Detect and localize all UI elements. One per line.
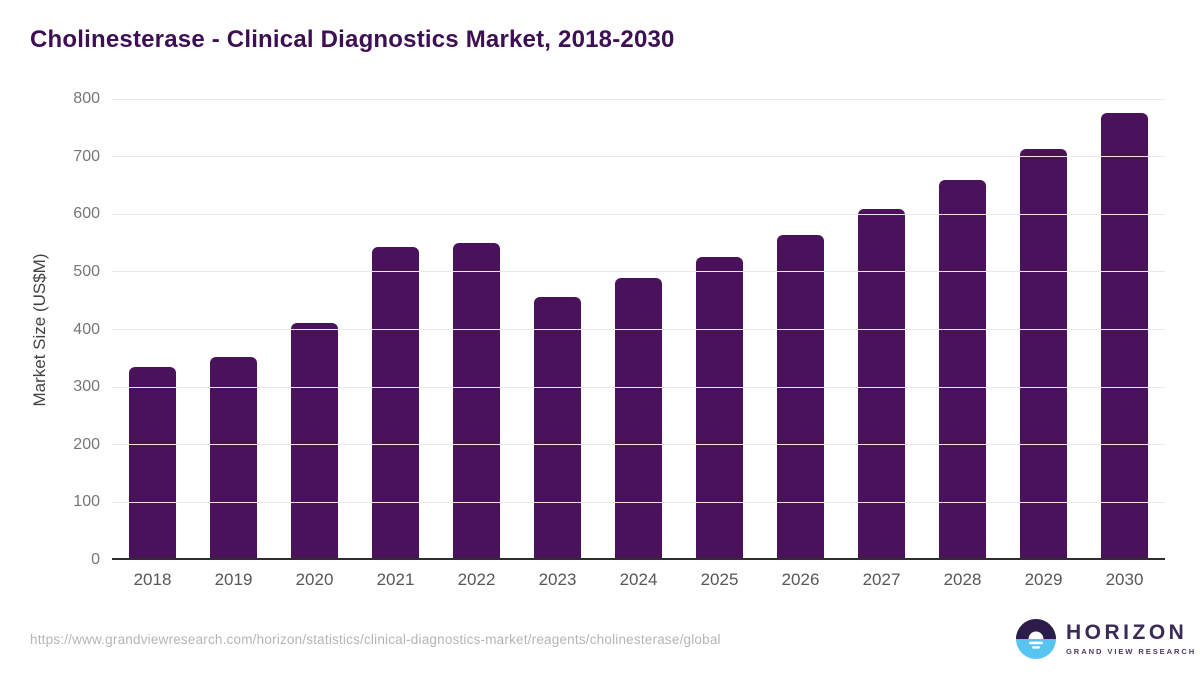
logo-name: HORIZON [1066, 621, 1188, 645]
bar-slot-2023 [517, 99, 598, 560]
x-tick-label-2021: 2021 [376, 570, 415, 589]
x-tick-label-2028: 2028 [943, 570, 982, 589]
bar-2024 [615, 278, 662, 560]
y-tick-label-700: 700 [73, 147, 100, 165]
y-axis-label: Market Size (US$M) [30, 253, 49, 407]
source-url: https://www.grandviewresearch.com/horizo… [30, 632, 721, 647]
y-tick-label-200: 200 [73, 435, 100, 453]
gridline-100 [112, 501, 1165, 503]
bar-slot-2018 [112, 99, 193, 560]
bar-2030 [1101, 113, 1148, 560]
bar-slot-2019 [193, 99, 274, 560]
x-tick-label-2020: 2020 [295, 570, 334, 589]
y-tick-label-300: 300 [73, 378, 100, 396]
bar-2020 [291, 323, 338, 560]
bar-2022 [453, 242, 500, 560]
bar-slot-2029 [1003, 99, 1084, 560]
bar-2026 [777, 235, 824, 560]
bar-2029 [1020, 148, 1067, 560]
x-tick-label-2018: 2018 [133, 570, 172, 589]
gridline-400 [112, 329, 1165, 330]
sun-over-horizon-icon [1016, 619, 1056, 659]
bars-row [112, 99, 1165, 560]
x-tick-label-2023: 2023 [538, 570, 577, 589]
gridline-200 [112, 444, 1165, 446]
y-tick-label-500: 500 [73, 262, 100, 280]
logo-subtitle: GRAND VIEW RESEARCH [1066, 646, 1197, 656]
bar-slot-2030 [1084, 99, 1165, 560]
chart-title: Cholinesterase - Clinical Diagnostics Ma… [30, 26, 675, 53]
gridline-600 [112, 213, 1165, 215]
y-axis-ticks: 0 100 200 300 400 500 600 700 800 [48, 91, 100, 568]
bar-2018 [129, 366, 176, 560]
bar-slot-2025 [679, 99, 760, 560]
gridline-500 [112, 271, 1165, 273]
y-tick-label-100: 100 [73, 493, 100, 511]
gridline-700 [112, 156, 1165, 158]
bar-slot-2021 [355, 99, 436, 560]
x-tick-label-2022: 2022 [457, 570, 496, 589]
x-tick-label-2024: 2024 [619, 570, 658, 589]
x-tick-label-2026: 2026 [781, 570, 820, 589]
bar-slot-2022 [436, 99, 517, 560]
logo-text: HORIZON GRAND VIEW RESEARCH [1066, 621, 1197, 656]
x-tick-label-2030: 2030 [1105, 570, 1144, 589]
horizon-logo: HORIZON GRAND VIEW RESEARCH [1016, 619, 1196, 659]
bar-slot-2028 [922, 99, 1003, 560]
y-tick-label-0: 0 [91, 551, 100, 568]
bar-slot-2020 [274, 99, 355, 560]
plot-area [112, 98, 1165, 560]
x-axis-line [112, 558, 1165, 560]
bar-2019 [210, 357, 257, 560]
gridline-800 [112, 98, 1165, 100]
x-tick-label-2025: 2025 [700, 570, 739, 589]
bar-slot-2024 [598, 99, 679, 560]
y-tick-label-600: 600 [73, 205, 100, 223]
bar-slot-2026 [760, 99, 841, 560]
x-tick-label-2029: 2029 [1024, 570, 1063, 589]
bar-2025 [696, 257, 743, 560]
bar-2028 [939, 179, 986, 560]
y-tick-label-800: 800 [73, 90, 100, 107]
gridline-300 [112, 386, 1165, 388]
bar-slot-2027 [841, 99, 922, 560]
bar-2023 [534, 297, 581, 560]
y-tick-label-400: 400 [73, 320, 100, 338]
x-tick-label-2027: 2027 [862, 570, 901, 589]
x-tick-label-2019: 2019 [214, 570, 253, 589]
bar-2021 [372, 246, 419, 560]
x-axis-labels: 2018 2019 2020 2021 2022 2023 2024 2025 2026 2027… [112, 570, 1165, 590]
bar-2027 [858, 208, 905, 560]
